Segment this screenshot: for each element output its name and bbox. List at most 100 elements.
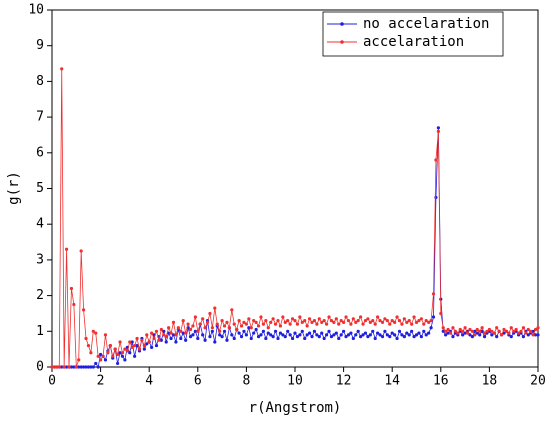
data-point: [181, 331, 185, 335]
plot-area: [50, 67, 540, 369]
data-point: [167, 331, 171, 335]
data-point: [64, 247, 69, 251]
data-point: [310, 335, 314, 339]
data-point: [118, 340, 122, 344]
data-point: [290, 336, 295, 341]
data-point: [244, 322, 248, 326]
data-point: [519, 329, 523, 333]
data-point: [193, 329, 197, 333]
data-point: [167, 326, 171, 330]
data-point: [222, 329, 227, 333]
data-point: [497, 329, 501, 333]
data-point: [150, 331, 154, 335]
data-point: [461, 333, 465, 337]
data-point: [225, 320, 229, 324]
data-point: [96, 365, 100, 369]
y-tick-label: 8: [36, 74, 44, 89]
data-point: [480, 329, 484, 333]
data-point: [407, 318, 411, 323]
data-point: [303, 318, 307, 323]
data-point: [475, 327, 479, 332]
legend-marker: [340, 22, 344, 26]
data-point: [470, 329, 474, 333]
data-point: [480, 326, 484, 330]
data-point: [72, 365, 76, 369]
data-point: [344, 315, 348, 319]
data-point: [247, 326, 251, 330]
x-tick-label: 8: [242, 374, 250, 389]
data-point: [329, 335, 334, 339]
data-point: [72, 302, 76, 307]
data-point: [60, 67, 64, 71]
data-point: [186, 322, 190, 326]
data-point: [342, 320, 346, 324]
data-point: [514, 327, 518, 332]
data-point: [451, 326, 455, 330]
data-point: [232, 322, 236, 326]
data-point: [310, 320, 314, 324]
data-point: [468, 327, 472, 332]
data-point: [473, 329, 477, 333]
data-point: [422, 322, 426, 326]
data-point: [327, 315, 331, 319]
data-point: [157, 338, 161, 342]
x-tick-label: 16: [433, 374, 449, 389]
data-point: [286, 318, 290, 323]
data-point: [380, 320, 385, 324]
data-point: [181, 318, 185, 323]
data-point: [135, 343, 139, 348]
data-point: [203, 326, 207, 330]
data-point: [176, 326, 180, 330]
data-point: [320, 320, 324, 324]
data-point: [334, 331, 338, 335]
data-point: [288, 333, 292, 337]
data-point: [99, 352, 103, 357]
data-point: [113, 347, 117, 351]
data-point: [235, 327, 239, 332]
data-point: [81, 308, 86, 312]
data-point: [77, 365, 81, 369]
data-point: [295, 335, 300, 339]
data-point: [298, 333, 302, 337]
data-point: [140, 338, 144, 342]
data-point: [359, 335, 363, 339]
data-point: [145, 342, 149, 346]
data-point: [169, 336, 173, 341]
data-point: [441, 326, 445, 330]
data-point: [312, 329, 317, 333]
data-point: [256, 335, 261, 339]
data-point: [536, 326, 540, 330]
data-point: [300, 329, 304, 333]
x-tick-label: 10: [287, 374, 303, 389]
data-point: [142, 347, 146, 351]
data-point: [218, 329, 222, 333]
data-point: [507, 331, 511, 335]
data-point: [79, 365, 83, 369]
data-point: [164, 335, 168, 339]
data-point: [524, 331, 528, 335]
data-point: [490, 329, 494, 333]
data-point: [215, 322, 219, 326]
data-point: [419, 317, 423, 321]
data-point: [495, 326, 499, 330]
data-point: [417, 318, 421, 323]
data-point: [203, 338, 207, 342]
data-point: [210, 329, 214, 333]
data-point: [521, 335, 526, 339]
data-point: [254, 327, 258, 332]
data-point: [116, 352, 120, 357]
legend-label: no accelaration: [363, 16, 489, 32]
data-point: [324, 333, 329, 337]
data-point: [529, 329, 533, 333]
data-point: [499, 333, 504, 337]
data-point: [123, 347, 127, 351]
data-point: [473, 333, 477, 337]
data-point: [354, 333, 358, 337]
data-point: [417, 331, 421, 335]
y-tick-label: 9: [36, 38, 44, 53]
data-point: [142, 343, 146, 348]
data-point: [434, 158, 438, 162]
data-point: [62, 365, 66, 369]
data-point: [400, 322, 404, 326]
data-point: [208, 335, 212, 339]
